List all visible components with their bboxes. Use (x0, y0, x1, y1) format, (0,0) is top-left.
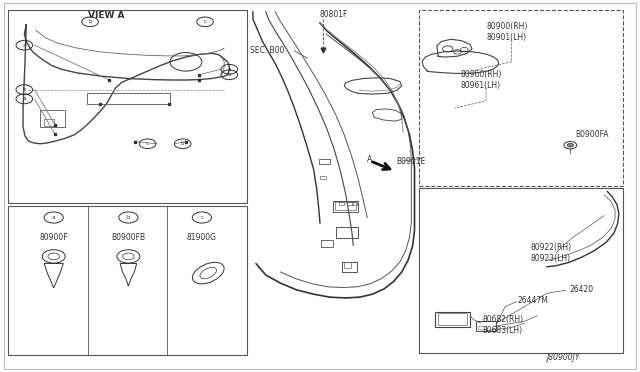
Text: A: A (367, 155, 372, 164)
Bar (348, 202, 353, 205)
Text: 80901(LH): 80901(LH) (486, 33, 526, 42)
Text: a: a (22, 43, 26, 48)
Bar (8, 206, 246, 355)
Text: b: b (88, 19, 92, 24)
Bar (319, 159, 330, 164)
Text: VIEW A: VIEW A (88, 11, 124, 20)
Text: 80923(LH): 80923(LH) (531, 254, 571, 263)
Text: 80960(RH): 80960(RH) (461, 70, 502, 79)
Bar (438, 314, 467, 326)
Text: 80900F: 80900F (40, 233, 68, 243)
Text: 26420: 26420 (569, 285, 593, 294)
Text: 80682(RH): 80682(RH) (483, 315, 524, 324)
Text: b: b (127, 215, 130, 220)
Text: 80801F: 80801F (320, 10, 348, 19)
Text: B0900FA: B0900FA (575, 129, 609, 139)
Bar (352, 202, 357, 205)
Text: c: c (146, 141, 149, 146)
Bar (320, 176, 326, 179)
Text: 80900(RH): 80900(RH) (486, 22, 527, 31)
Circle shape (567, 143, 573, 147)
Text: c: c (200, 215, 204, 220)
Text: b: b (181, 141, 184, 146)
Text: a: a (22, 96, 26, 102)
Bar (476, 321, 495, 331)
Text: a: a (52, 215, 56, 220)
Text: b: b (228, 72, 231, 77)
Bar (8, 10, 246, 203)
Text: c: c (204, 19, 207, 24)
Bar (435, 312, 470, 327)
Text: 80961(LH): 80961(LH) (461, 81, 500, 90)
Bar (87, 93, 170, 105)
Text: SEC. B00: SEC. B00 (250, 46, 284, 55)
Bar (44, 119, 54, 126)
Bar (419, 10, 623, 186)
Bar (339, 202, 344, 205)
Text: a: a (228, 67, 231, 72)
Text: 80683(LH): 80683(LH) (483, 326, 523, 335)
Text: J80900JY: J80900JY (547, 353, 580, 362)
Bar (419, 188, 623, 353)
Text: B0901E: B0901E (397, 157, 426, 166)
Text: b: b (22, 87, 26, 92)
Text: 81900G: 81900G (187, 233, 217, 243)
Bar (344, 262, 351, 267)
Bar (40, 110, 65, 128)
Text: B0900FB: B0900FB (111, 233, 145, 243)
Text: 26447M: 26447M (518, 296, 549, 305)
Bar (478, 326, 486, 330)
Text: 80922(RH): 80922(RH) (531, 243, 572, 251)
